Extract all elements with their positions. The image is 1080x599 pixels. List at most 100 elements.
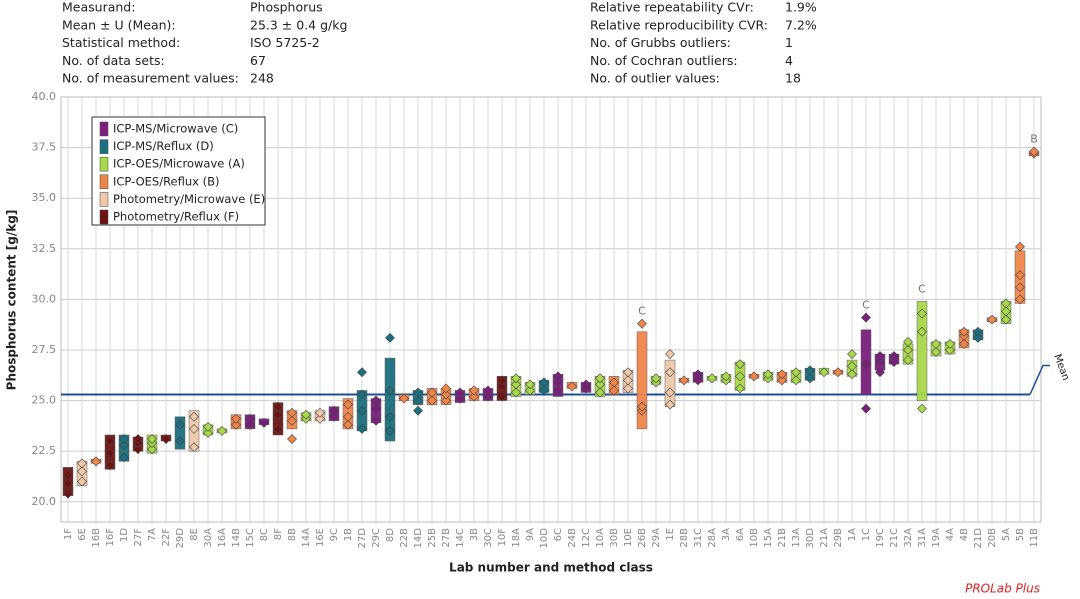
data-point <box>385 332 395 343</box>
lab-group <box>146 434 158 455</box>
range-box <box>636 331 648 430</box>
lab-group <box>314 407 326 424</box>
data-point <box>1001 306 1011 317</box>
lab-group <box>524 379 536 396</box>
x-tick-label: 10A <box>595 528 606 548</box>
x-tick-label: 13A <box>791 528 802 548</box>
header-value: 1.9% <box>785 0 817 15</box>
x-tick-label: 12C <box>581 528 592 548</box>
header-label: No. of outlier values: <box>590 71 720 86</box>
data-point <box>105 448 115 459</box>
data-point <box>189 423 199 434</box>
data-point <box>917 326 927 337</box>
data-point <box>315 413 325 424</box>
x-tick-label: 1C <box>861 528 872 541</box>
data-point <box>959 326 969 337</box>
lab-group <box>174 416 186 450</box>
x-tick-label: 14D <box>413 528 424 549</box>
range-box <box>384 357 396 442</box>
lab-group <box>384 332 396 442</box>
lab-group <box>916 301 928 414</box>
data-point <box>847 369 857 380</box>
x-tick-label: 28A <box>707 528 718 548</box>
data-point <box>665 349 675 359</box>
x-tick-label: 14B <box>231 528 242 548</box>
x-tick-label: 1D <box>119 528 130 542</box>
lab-group <box>90 456 102 467</box>
x-tick-label: 6A <box>735 528 746 541</box>
x-tick-label: 16A <box>217 528 228 548</box>
plot-frame <box>60 96 1042 523</box>
x-tick-label: 30D <box>805 528 816 549</box>
lab-group <box>118 434 130 463</box>
legend-label: Photometry/Microwave (E) <box>113 192 265 206</box>
lab-group <box>874 351 886 378</box>
lab-group <box>678 375 690 386</box>
header-label: Measurand: <box>62 0 135 15</box>
x-tick-label: 22F <box>161 528 172 547</box>
legend-box <box>91 116 266 226</box>
x-tick-label: 24B <box>567 528 578 548</box>
header-label: No. of measurement values: <box>62 71 239 86</box>
x-tick-label: 8E <box>189 528 200 541</box>
outlier-flag: C <box>918 282 926 295</box>
data-point <box>665 399 675 410</box>
data-point <box>903 336 913 347</box>
data-point <box>735 383 745 394</box>
x-tick-label: 21A <box>819 528 830 548</box>
legend-swatch <box>99 121 109 137</box>
lab-group <box>496 375 508 402</box>
data-point <box>721 371 731 382</box>
data-point <box>791 375 801 386</box>
lab-group <box>356 367 368 434</box>
data-point <box>623 367 633 378</box>
x-tick-label: 15A <box>763 528 774 548</box>
lab-group <box>454 387 466 404</box>
data-point <box>665 367 675 378</box>
mean-label: Mean <box>1051 353 1071 382</box>
data-point <box>1015 270 1025 281</box>
data-point <box>329 411 339 422</box>
data-point <box>273 401 283 412</box>
data-point <box>903 345 913 355</box>
y-tick-label: 37.5 <box>32 141 57 154</box>
x-tick-label: 29D <box>175 528 186 549</box>
data-point <box>469 391 479 402</box>
lab-group <box>734 359 746 394</box>
legend-label: ICP-OES/Microwave (A) <box>113 157 245 171</box>
data-point <box>847 349 857 359</box>
data-point <box>203 428 213 438</box>
data-point <box>931 347 941 357</box>
x-tick-label: 6E <box>77 528 88 541</box>
data-point <box>847 361 857 372</box>
lab-group <box>258 417 270 428</box>
data-point <box>581 379 591 390</box>
data-point <box>133 434 143 444</box>
lab-group <box>594 373 606 398</box>
data-point <box>427 395 437 406</box>
header-label: No. of Cochran outliers: <box>590 53 738 68</box>
data-point <box>595 387 605 398</box>
x-tick-label: 30A <box>203 528 214 548</box>
data-point <box>553 377 563 388</box>
x-tick-label: 14C <box>455 528 466 548</box>
header-label: Statistical method: <box>62 35 180 50</box>
data-point <box>791 367 801 378</box>
legend-label: ICP-MS/Microwave (C) <box>113 122 238 136</box>
data-point <box>287 434 297 444</box>
data-point <box>1015 294 1025 305</box>
data-point <box>889 351 899 361</box>
data-point <box>385 426 395 436</box>
x-tick-label: 9C <box>329 528 340 541</box>
data-point <box>595 373 605 384</box>
lab-group <box>580 379 592 394</box>
x-tick-label: 10E <box>623 528 634 547</box>
lab-group <box>468 385 480 402</box>
header-value: 25.3 ± 0.4 g/kg <box>250 17 347 32</box>
data-point <box>189 411 199 422</box>
data-point <box>973 326 983 337</box>
data-point <box>287 407 297 418</box>
x-tick-label: 11B <box>1029 528 1040 548</box>
data-point <box>161 434 171 444</box>
